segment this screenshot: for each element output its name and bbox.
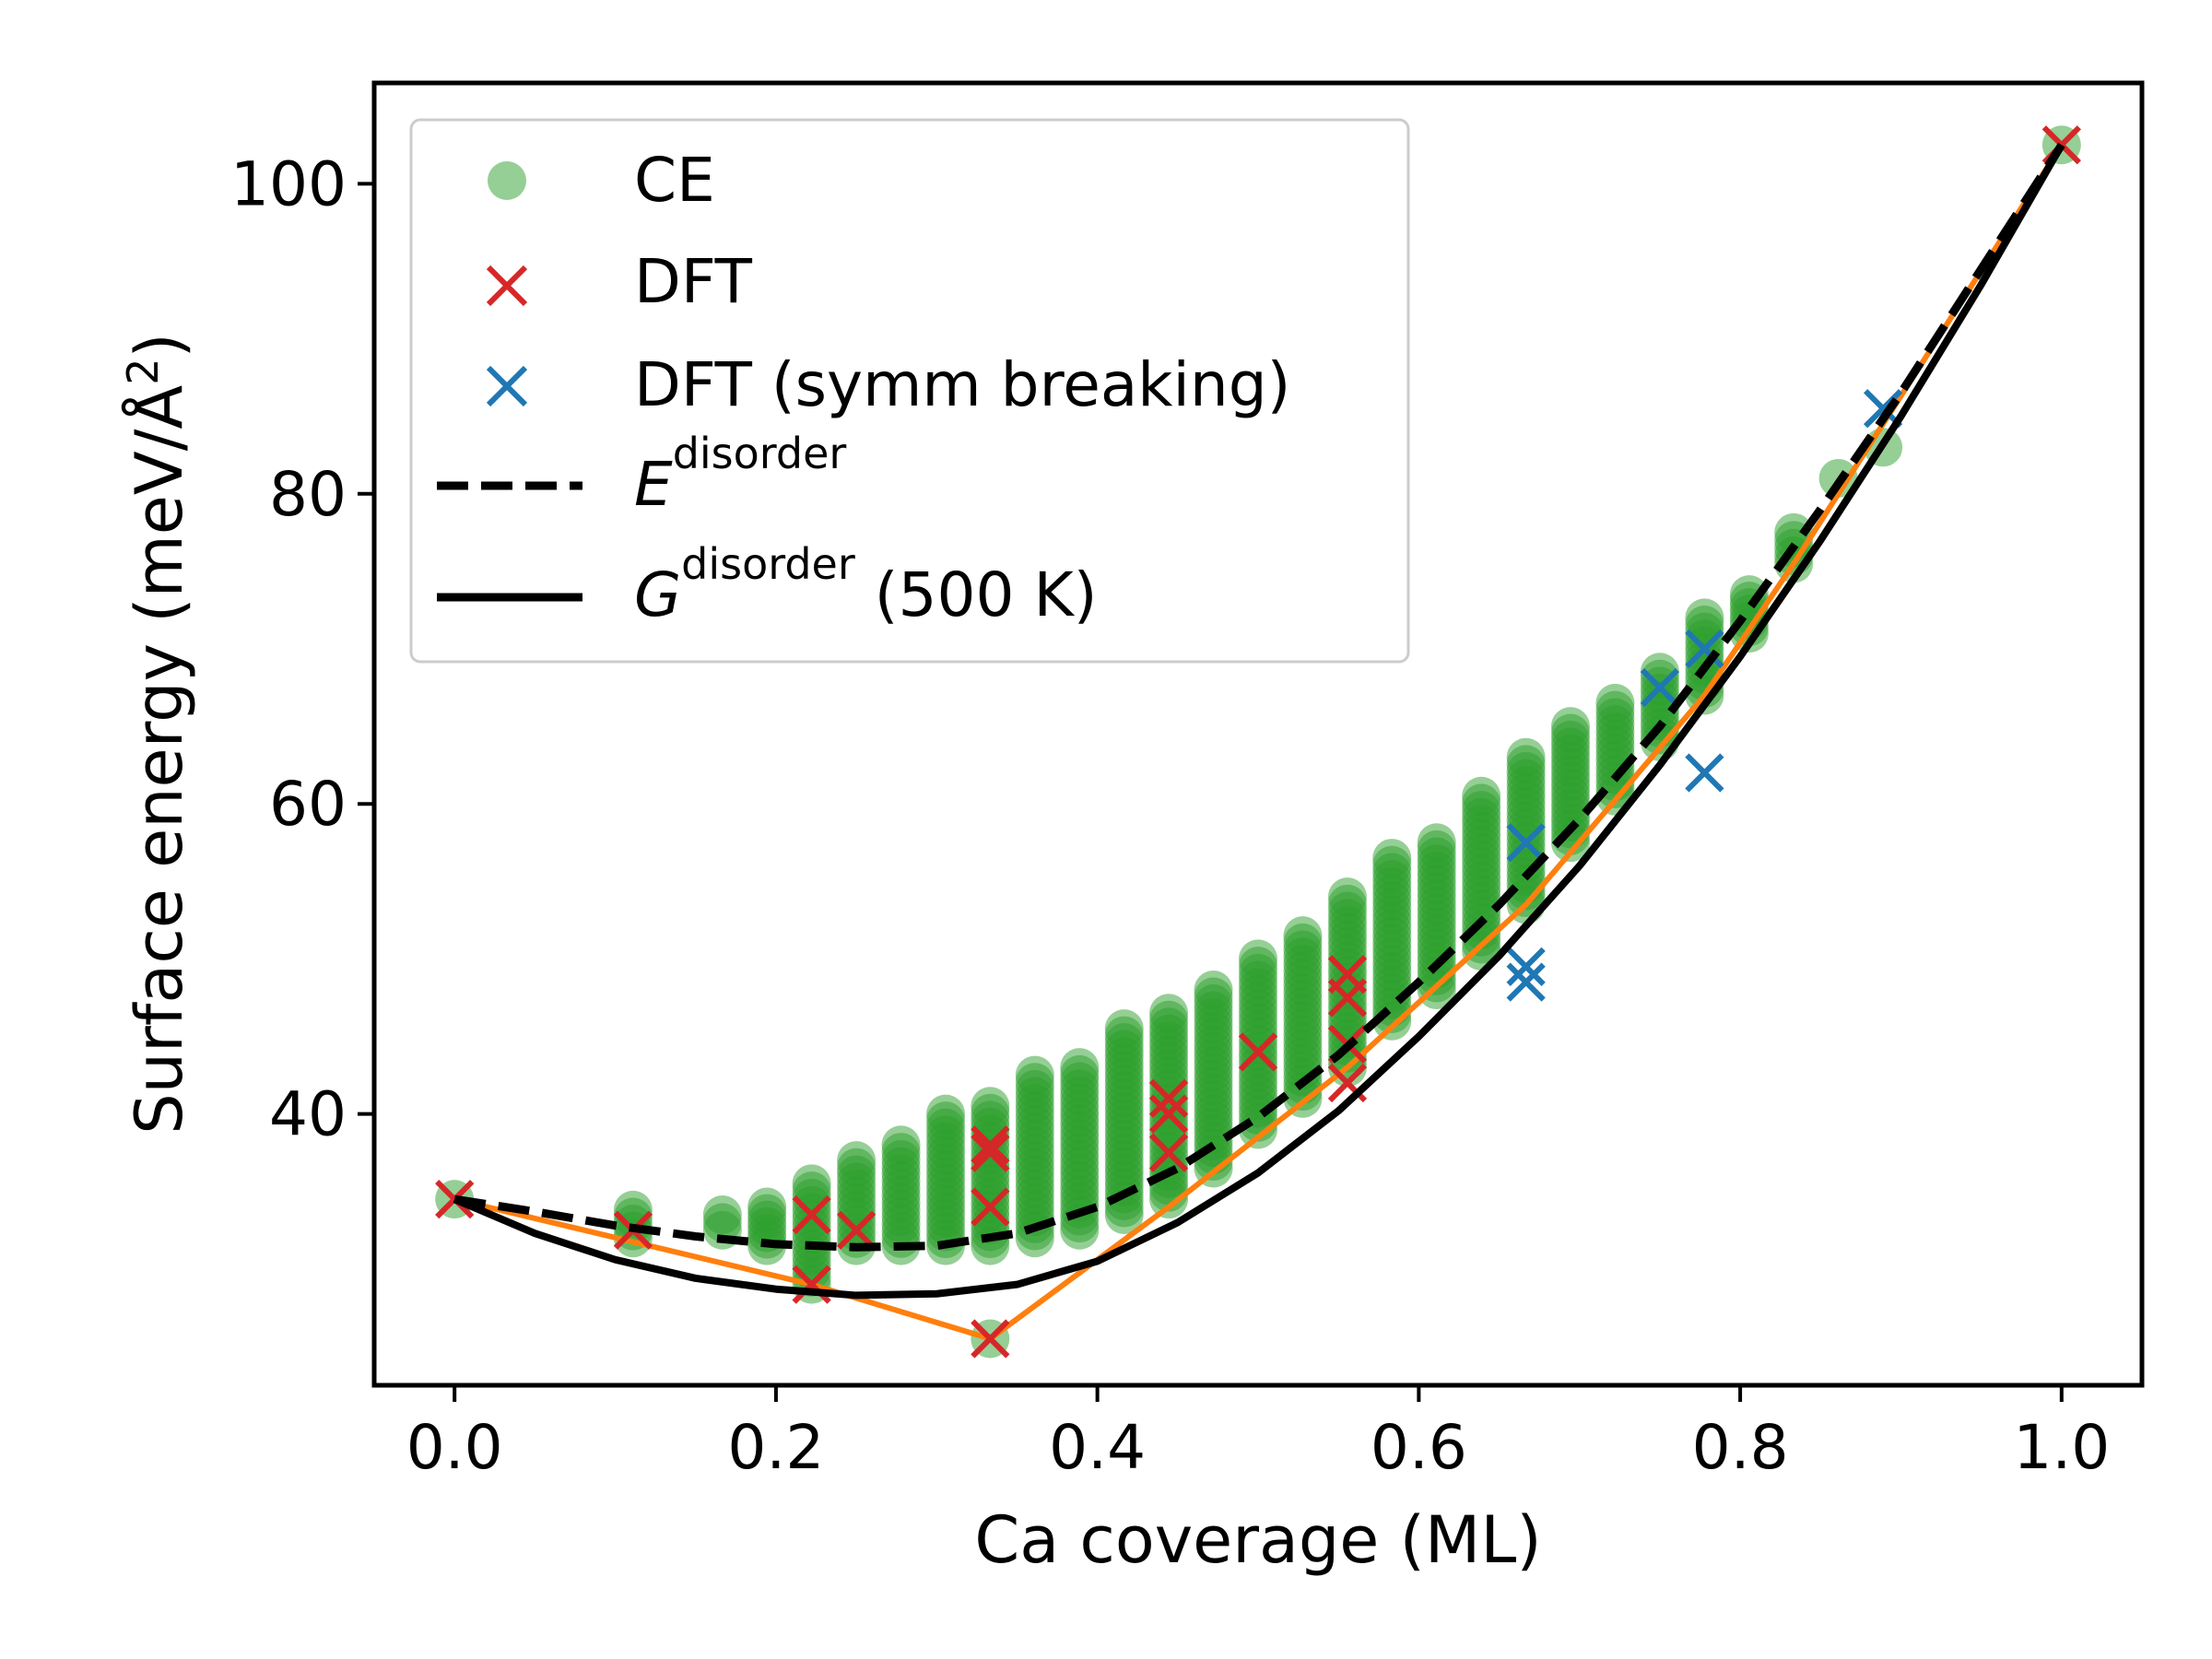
dft-point: [971, 1319, 1010, 1359]
dft-point: [1148, 1094, 1189, 1134]
ce-point: [747, 1187, 787, 1227]
ce-point: [1194, 971, 1233, 1010]
ce-point: [1327, 877, 1367, 917]
dft-point: [435, 1180, 475, 1219]
y-tick-label: 80: [269, 459, 347, 530]
ce-point: [1372, 839, 1412, 878]
dft-point: [836, 1210, 877, 1250]
legend-dft-symm-marker: [486, 365, 528, 407]
dft-symm-breaking-point: [1506, 823, 1546, 863]
dft-point: [971, 1133, 1010, 1172]
legend-g-disorder-label: Gdisorder (500 K): [634, 539, 1097, 630]
dft-symm-breaking-point: [1506, 947, 1546, 986]
x-tick-label: 0.8: [1692, 1412, 1789, 1483]
x-tick-label: 0.6: [1371, 1412, 1467, 1483]
ce-point: [792, 1164, 831, 1204]
plot-frame: [371, 80, 2145, 1388]
ce-point: [1149, 994, 1189, 1033]
legend-ce-label: CE: [634, 145, 715, 216]
axes: 0.0 0.2 0.4 0.6 0.8 1.0 40 60 80 100: [230, 148, 2110, 1483]
legend-box: [409, 118, 1410, 664]
ce-point: [1104, 1009, 1144, 1049]
x-tick-label: 1.0: [2013, 1412, 2110, 1483]
legend: CE DFT DFT (symm breaking) Edisorder Gdi…: [409, 118, 1410, 664]
x-tick-label: 0.0: [406, 1412, 503, 1483]
ce-point: [1060, 1048, 1100, 1088]
x-tick-label: 0.2: [727, 1412, 824, 1483]
x-tick-label: 0.4: [1049, 1412, 1146, 1483]
ce-point: [1417, 823, 1456, 863]
ce-point: [1239, 939, 1277, 979]
ce-point: [1506, 737, 1546, 777]
ce-point: [1550, 707, 1590, 747]
dft-symm-breaking-point: [1506, 962, 1546, 1002]
ce-point: [926, 1094, 966, 1134]
ce-point: [702, 1194, 742, 1234]
ce-point: [1729, 575, 1769, 615]
legend-dft-label: DFT: [634, 246, 753, 317]
dft-point: [971, 1187, 1010, 1227]
convex-hull-line: [453, 143, 2065, 1342]
dft-point: [1327, 978, 1368, 1018]
ce-point: [1015, 1055, 1054, 1095]
legend-e-disorder-label: Edisorder: [634, 429, 846, 520]
y-axis-label: Surface energy (meV/Å2): [118, 333, 197, 1135]
dft-symm-breaking-point: [1685, 629, 1724, 669]
dft-symm-breaking-point: [1685, 753, 1724, 793]
y-tick-label: 60: [269, 769, 347, 840]
x-axis-label: Ca coverage (ML): [974, 1502, 1541, 1578]
y-tick-label: 40: [269, 1079, 347, 1150]
legend-dft-symm-label: DFT (symm breaking): [634, 349, 1290, 420]
dft-point: [1148, 1133, 1189, 1172]
ce-point: [1774, 512, 1814, 552]
ce-point: [971, 1087, 1010, 1126]
e-disorder-line: [453, 142, 2065, 1252]
ce-point: [881, 1125, 921, 1165]
ce-point: [613, 1190, 653, 1230]
dft-point: [971, 1125, 1010, 1165]
dft-point: [1148, 1078, 1189, 1118]
g-disorder-line: [453, 143, 2065, 1300]
legend-dft-marker: [486, 265, 528, 307]
ce-point: [1685, 598, 1724, 638]
plot-area: [435, 125, 2081, 1359]
dft-point: [792, 1194, 831, 1235]
y-tick-label: 100: [230, 148, 347, 219]
ce-point: [1462, 776, 1501, 816]
ce-point: [837, 1141, 877, 1181]
legend-ce-marker: [488, 161, 526, 200]
dft-symm-breaking-point: [1640, 667, 1680, 708]
dft-point: [1238, 1032, 1278, 1072]
ce-point: [1283, 916, 1323, 956]
ce-point: [1595, 683, 1635, 723]
